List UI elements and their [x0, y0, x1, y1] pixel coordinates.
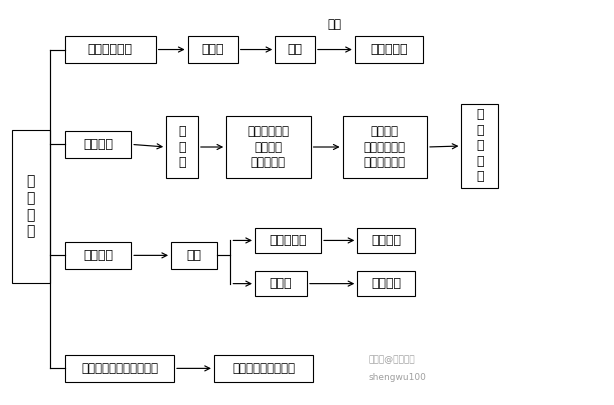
Bar	[65, 242, 131, 269]
Bar	[357, 271, 416, 296]
Bar	[65, 355, 174, 382]
Bar	[255, 228, 321, 253]
Bar	[357, 228, 416, 253]
Bar	[226, 116, 311, 178]
Bar	[12, 130, 50, 283]
Text: 升高血糖: 升高血糖	[371, 234, 402, 247]
Bar	[355, 36, 424, 63]
Text: 水盐平衡调节: 水盐平衡调节	[88, 43, 133, 56]
Text: 甲
状
腺
激
素: 甲 状 腺 激 素	[476, 109, 483, 183]
Text: 降低血糖: 降低血糖	[371, 277, 402, 290]
Text: 血糖调节: 血糖调节	[83, 249, 113, 262]
Bar	[65, 131, 131, 158]
Text: 胰高血糖素: 胰高血糖素	[270, 234, 307, 247]
Text: 释放: 释放	[328, 18, 342, 31]
Bar	[255, 271, 307, 296]
Bar	[461, 104, 498, 188]
Text: 垂体: 垂体	[287, 43, 303, 56]
Bar	[166, 116, 198, 178]
Text: 胰岛素: 胰岛素	[270, 277, 292, 290]
Text: 促甲状腺激素
释放激素
作用于垂体: 促甲状腺激素 释放激素 作用于垂体	[247, 125, 289, 169]
Text: 垂体释放
促甲状腺激素
作用于甲状腺: 垂体释放 促甲状腺激素 作用于甲状腺	[364, 125, 406, 169]
Text: 胰岛: 胰岛	[187, 249, 201, 262]
Bar	[343, 116, 427, 178]
Text: 人工合成激素类似物: 人工合成激素类似物	[232, 362, 295, 375]
Text: 动物激素在生产中的应用: 动物激素在生产中的应用	[81, 362, 158, 375]
Text: 抗利尿激素: 抗利尿激素	[370, 43, 408, 56]
Bar	[171, 242, 217, 269]
Text: 体温调节: 体温调节	[83, 138, 113, 151]
Bar	[275, 36, 315, 63]
Text: shengwu100: shengwu100	[368, 373, 426, 382]
Text: 下
丘
脑: 下 丘 脑	[178, 125, 186, 169]
Bar	[65, 36, 156, 63]
Text: 激
素
调
节: 激 素 调 节	[26, 175, 35, 239]
Text: 下丘脑: 下丘脑	[201, 43, 224, 56]
Bar	[214, 355, 313, 382]
Bar	[187, 36, 238, 63]
Text: 搜狐号@初理大师: 搜狐号@初理大师	[368, 355, 415, 364]
